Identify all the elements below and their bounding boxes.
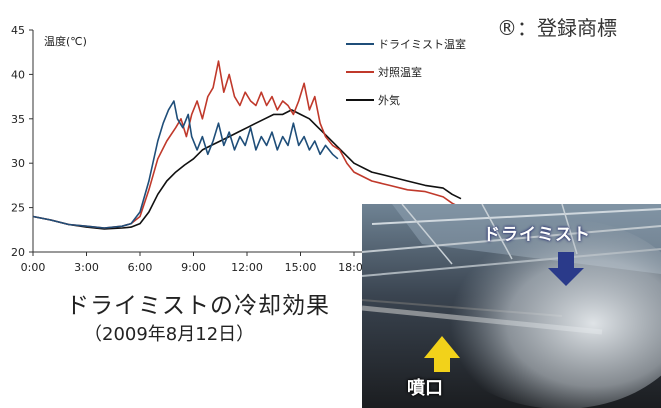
- y-tick-label: 20: [11, 246, 25, 259]
- y-tick-label: 45: [11, 24, 25, 37]
- y-axis-label: 温度(℃): [44, 34, 87, 48]
- x-tick-label: 0:00: [21, 261, 46, 274]
- x-tick-label: 3:00: [74, 261, 99, 274]
- mist-label: ドライミスト: [483, 225, 591, 245]
- series-line-1: [32, 60, 462, 229]
- nozzle-label: 噴口: [407, 378, 443, 399]
- series-line-0: [32, 100, 339, 229]
- greenhouse-photo: [362, 204, 661, 408]
- series-line-2: [32, 109, 462, 230]
- x-tick-label: 6:00: [128, 261, 153, 274]
- caption-date: （2009年8月12日）: [84, 324, 255, 345]
- x-tick-label: 12:00: [231, 261, 263, 274]
- x-tick-label: 9:00: [181, 261, 206, 274]
- caption-title: ドライミストの冷却効果: [66, 293, 330, 319]
- y-tick-label: 25: [11, 202, 25, 215]
- y-tick-label: 35: [11, 113, 25, 126]
- legend-label: 外気: [378, 93, 400, 107]
- x-tick-label: 15:00: [285, 261, 317, 274]
- y-tick-label: 40: [11, 68, 25, 81]
- x-tick-label: 18:00: [338, 261, 370, 274]
- y-tick-label: 30: [11, 157, 25, 170]
- trademark-note: ®：登録商標: [497, 16, 617, 40]
- series-lines: [32, 60, 462, 230]
- legend-label: ドライミスト温室: [378, 37, 466, 51]
- legend-label: 対照温室: [378, 65, 422, 79]
- tick-labels: 20 25 30 35 40 45 0:00 3:00 6:00 9:00 12:00 15:00 18…: [11, 24, 370, 274]
